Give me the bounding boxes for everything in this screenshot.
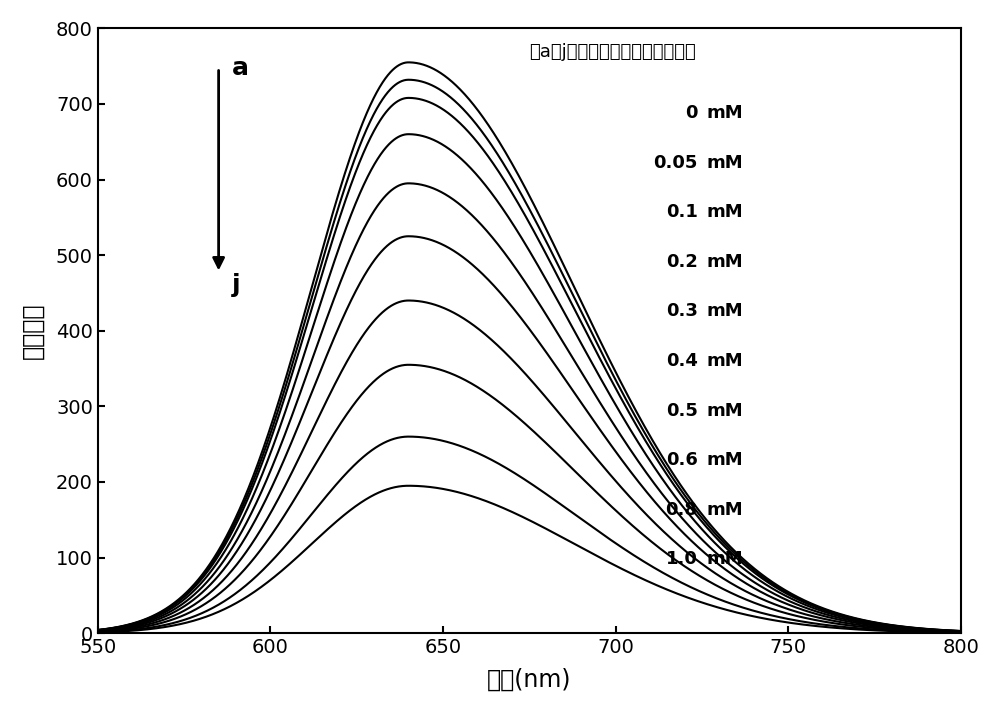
Y-axis label: 荆光强度: 荆光强度 [21, 302, 45, 359]
Text: mM: mM [706, 352, 743, 370]
Text: mM: mM [706, 550, 743, 568]
Text: 0.05: 0.05 [653, 153, 698, 172]
Text: 从a到j，对苯二酚的浓度依次为：: 从a到j，对苯二酚的浓度依次为： [529, 43, 696, 61]
Text: mM: mM [706, 501, 743, 519]
X-axis label: 波长(nm): 波长(nm) [487, 668, 572, 692]
Text: mM: mM [706, 203, 743, 221]
Text: j: j [232, 273, 240, 297]
Text: mM: mM [706, 104, 743, 122]
Text: mM: mM [706, 451, 743, 469]
Text: 0.2: 0.2 [666, 252, 698, 271]
Text: mM: mM [706, 302, 743, 320]
Text: 0.4: 0.4 [666, 352, 698, 370]
Text: mM: mM [706, 153, 743, 172]
Text: mM: mM [706, 252, 743, 271]
Text: 0.6: 0.6 [666, 451, 698, 469]
Text: a: a [232, 56, 249, 80]
Text: 0: 0 [685, 104, 698, 122]
Text: 0.5: 0.5 [666, 401, 698, 419]
Text: mM: mM [706, 401, 743, 419]
Text: 0.8: 0.8 [666, 501, 698, 519]
Text: 0.3: 0.3 [666, 302, 698, 320]
Text: 0.1: 0.1 [666, 203, 698, 221]
Text: 1.0: 1.0 [666, 550, 698, 568]
